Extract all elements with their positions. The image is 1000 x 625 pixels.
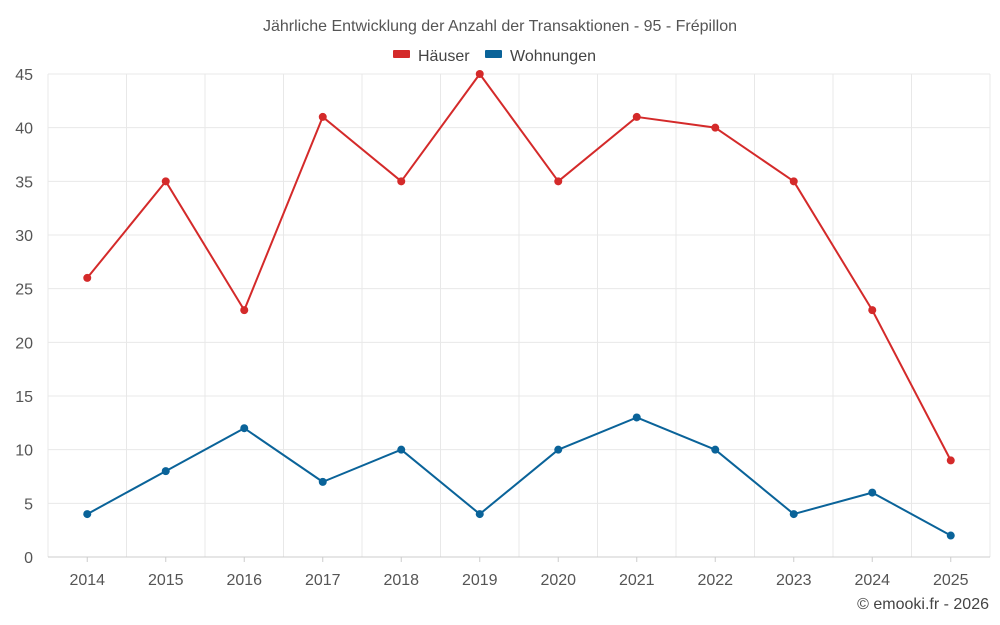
data-point-wohnungen[interactable] (397, 445, 406, 454)
data-point-haeuser[interactable] (946, 456, 955, 465)
grid (47, 73, 991, 557)
y-tick-label: 25 (15, 282, 33, 299)
data-point-wohnungen[interactable] (318, 477, 327, 486)
data-point-haeuser[interactable] (161, 177, 170, 186)
y-tick-label: 5 (24, 496, 33, 513)
x-tick-label: 2014 (69, 572, 105, 589)
legend: Häuser Wohnungen (393, 48, 596, 65)
series-haeuser (83, 70, 955, 465)
legend-item-haeuser[interactable]: Häuser (393, 48, 470, 65)
data-point-wohnungen[interactable] (868, 488, 877, 497)
y-tick-label: 20 (15, 335, 33, 352)
legend-item-wohnungen[interactable]: Wohnungen (485, 48, 596, 65)
copyright-credit: © emooki.fr - 2026 (857, 596, 989, 613)
data-point-wohnungen[interactable] (789, 510, 798, 519)
y-tick-label: 10 (15, 443, 33, 460)
x-tick-label: 2019 (462, 572, 498, 589)
data-point-haeuser[interactable] (83, 273, 92, 282)
data-point-haeuser[interactable] (318, 112, 327, 121)
series-line-wohnungen (86, 416, 952, 537)
data-point-wohnungen[interactable] (240, 424, 249, 433)
y-tick-label: 40 (15, 121, 33, 138)
x-tick-label: 2025 (933, 572, 969, 589)
data-point-haeuser[interactable] (868, 306, 877, 315)
x-tick-label: 2018 (383, 572, 419, 589)
x-tick-label: 2024 (854, 572, 890, 589)
y-tick-label: 30 (15, 228, 33, 245)
series-line-haeuser (86, 73, 952, 461)
legend-swatch-wohnungen (485, 50, 502, 58)
data-point-haeuser[interactable] (632, 112, 641, 121)
x-tick-label: 2023 (776, 572, 812, 589)
data-point-haeuser[interactable] (240, 306, 249, 315)
x-tick-label: 2020 (540, 572, 576, 589)
legend-swatch-haeuser (393, 50, 410, 58)
x-tick-label: 2017 (305, 572, 341, 589)
y-tick-label: 15 (15, 389, 33, 406)
data-point-wohnungen[interactable] (83, 510, 92, 519)
data-point-haeuser[interactable] (554, 177, 563, 186)
series-wohnungen (83, 413, 955, 540)
y-tick-label: 0 (24, 550, 33, 567)
data-point-haeuser[interactable] (397, 177, 406, 186)
legend-label-wohnungen: Wohnungen (510, 48, 596, 65)
x-tick-label: 2016 (226, 572, 262, 589)
x-tick-label: 2021 (619, 572, 655, 589)
series-layer (83, 70, 955, 540)
y-tick-label: 45 (15, 67, 33, 84)
y-tick-label: 35 (15, 174, 33, 191)
data-point-wohnungen[interactable] (946, 531, 955, 540)
x-tick-label: 2015 (148, 572, 184, 589)
data-point-wohnungen[interactable] (475, 510, 484, 519)
chart-title: Jährliche Entwicklung der Anzahl der Tra… (263, 18, 737, 35)
data-point-haeuser[interactable] (711, 123, 720, 132)
data-point-haeuser[interactable] (789, 177, 798, 186)
data-point-wohnungen[interactable] (554, 445, 563, 454)
legend-label-haeuser: Häuser (418, 48, 470, 65)
x-tick-label: 2022 (697, 572, 733, 589)
data-point-haeuser[interactable] (475, 70, 484, 78)
data-point-wohnungen[interactable] (161, 467, 170, 476)
data-point-wohnungen[interactable] (711, 445, 720, 454)
data-point-wohnungen[interactable] (632, 413, 641, 422)
